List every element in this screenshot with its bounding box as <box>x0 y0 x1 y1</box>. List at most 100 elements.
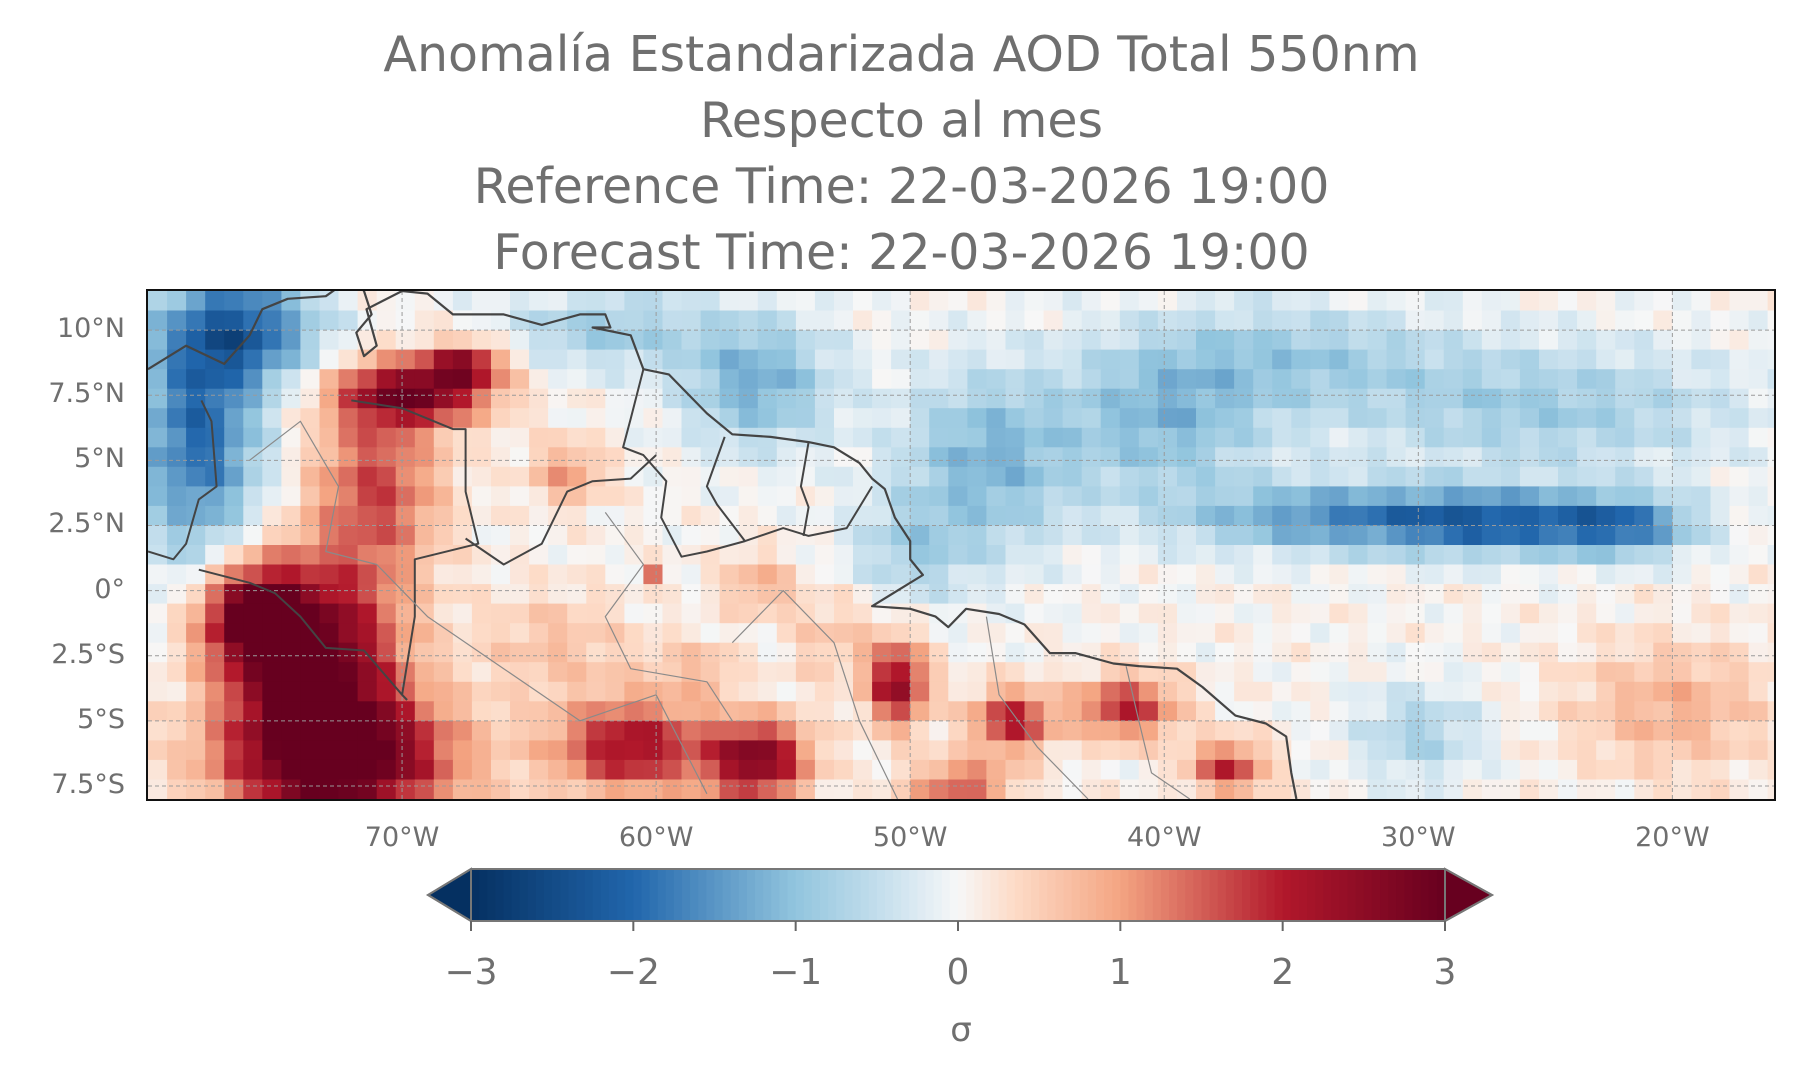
field-cell <box>1138 564 1159 585</box>
field-cell <box>834 545 854 566</box>
field-cell <box>548 623 568 644</box>
field-cell <box>510 564 530 585</box>
field-cell <box>1196 369 1216 390</box>
field-cell <box>757 642 778 663</box>
field-cell <box>414 330 435 351</box>
field-cell <box>471 408 492 429</box>
field-cell <box>224 623 244 644</box>
field-cell <box>1348 486 1369 507</box>
field-cell <box>1729 427 1750 448</box>
field-cell <box>1177 603 1197 624</box>
field-cell <box>681 310 702 331</box>
field-cell <box>376 447 397 468</box>
field-cell <box>148 388 168 409</box>
field-cell <box>1519 330 1540 351</box>
field-cell <box>243 545 263 566</box>
field-cell <box>853 369 873 390</box>
field-cell <box>643 584 664 605</box>
field-cell <box>1767 623 1774 644</box>
field-cell <box>1024 584 1045 605</box>
field-cell <box>1405 564 1426 585</box>
field-cell <box>1291 564 1311 585</box>
field-cell <box>471 720 492 741</box>
field-cell <box>719 662 740 683</box>
field-cell <box>414 388 435 409</box>
field-cell <box>1272 545 1292 566</box>
field-cell <box>452 310 473 331</box>
field-cell <box>1577 369 1597 390</box>
field-cell <box>1767 310 1774 331</box>
field-cell <box>662 505 683 526</box>
field-cell <box>186 564 206 585</box>
field-cell <box>586 466 606 487</box>
field-cell <box>1443 310 1464 331</box>
field-cell <box>452 447 473 468</box>
field-cell <box>1177 623 1197 644</box>
field-cell <box>1157 486 1178 507</box>
field-cell <box>1348 779 1369 799</box>
field-cell <box>205 291 225 312</box>
field-cell <box>1500 564 1521 585</box>
field-cell <box>1234 369 1254 390</box>
field-cell <box>529 642 549 663</box>
field-cell <box>643 701 664 722</box>
field-cell <box>814 525 835 546</box>
field-cell <box>1386 720 1407 741</box>
field-cell <box>1272 720 1292 741</box>
field-cell <box>681 349 702 370</box>
field-cell <box>910 505 930 526</box>
field-cell <box>1215 486 1235 507</box>
field-cell <box>1691 466 1712 487</box>
field-cell <box>1215 779 1235 799</box>
field-cell <box>872 701 892 722</box>
field-cell <box>1348 642 1369 663</box>
field-cell <box>1138 291 1159 312</box>
colorbar-segment <box>617 869 626 921</box>
field-cell <box>471 310 492 331</box>
field-cell <box>662 584 683 605</box>
anomaly-field <box>148 291 1774 799</box>
field-cell <box>586 642 606 663</box>
field-cell <box>548 681 568 702</box>
field-cell <box>662 388 683 409</box>
field-cell <box>1405 584 1426 605</box>
field-cell <box>1405 505 1426 526</box>
field-cell <box>1615 291 1635 312</box>
field-cell <box>1596 779 1616 799</box>
field-cell <box>1443 330 1464 351</box>
field-cell <box>1672 662 1693 683</box>
field-cell <box>491 779 511 799</box>
field-cell <box>719 720 740 741</box>
field-cell <box>605 505 625 526</box>
field-cell <box>167 291 187 312</box>
field-cell <box>338 291 359 312</box>
field-cell <box>891 681 911 702</box>
field-cell <box>1196 408 1216 429</box>
field-cell <box>814 564 835 585</box>
field-cell <box>186 584 206 605</box>
field-cell <box>1005 447 1026 468</box>
field-cell <box>1024 779 1045 799</box>
field-cell <box>929 623 949 644</box>
field-cell <box>834 720 854 741</box>
field-cell <box>1443 603 1464 624</box>
field-cell <box>1634 388 1654 409</box>
field-cell <box>262 466 282 487</box>
field-cell <box>1729 545 1750 566</box>
field-cell <box>814 681 835 702</box>
field-cell <box>548 603 568 624</box>
field-cell <box>757 369 778 390</box>
field-cell <box>1253 388 1273 409</box>
field-cell <box>167 564 187 585</box>
field-cell <box>205 388 225 409</box>
field-cell <box>1672 740 1693 761</box>
field-cell <box>243 584 263 605</box>
field-cell <box>1691 310 1712 331</box>
field-cell <box>853 408 873 429</box>
field-cell <box>491 681 511 702</box>
field-cell <box>205 779 225 799</box>
field-cell <box>662 466 683 487</box>
colorbar-segment <box>535 869 545 921</box>
field-cell <box>148 408 168 429</box>
field-cell <box>338 505 359 526</box>
